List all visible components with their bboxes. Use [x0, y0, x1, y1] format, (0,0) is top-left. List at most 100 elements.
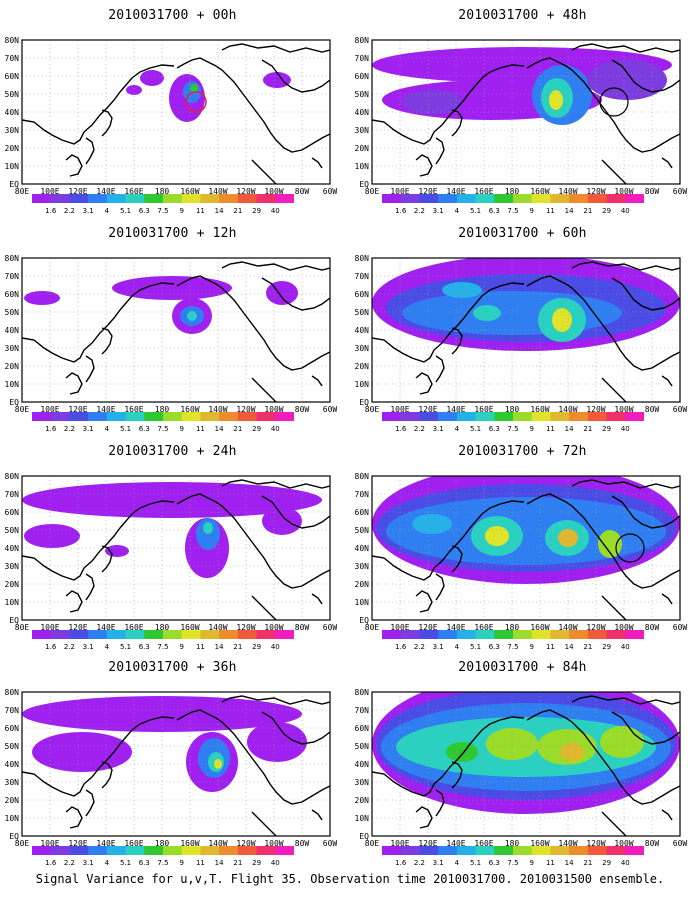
lat-tick-label: EQ	[9, 180, 19, 189]
colorbar-label: 11	[546, 425, 555, 433]
colorbar-swatch	[456, 846, 477, 855]
lon-tick-label: 120W	[586, 623, 605, 632]
lat-tick-label: 20N	[355, 580, 370, 589]
colorbar-label: 29	[602, 207, 611, 215]
lon-tick-label: 180	[505, 187, 520, 196]
lon-tick-label: 180	[505, 623, 520, 632]
colorbar-swatch	[569, 846, 589, 855]
colorbar-swatch	[256, 846, 276, 855]
variance-contour	[32, 732, 132, 772]
lon-tick-label: 80W	[295, 187, 310, 196]
lon-tick-label: 120W	[236, 405, 255, 414]
lon-tick-label: 180	[155, 187, 170, 196]
lat-tick-label: 70N	[5, 706, 20, 715]
colorbar-label: 6.3	[139, 207, 150, 215]
colorbar-label: 5.1	[120, 859, 131, 867]
lat-tick-label: 60N	[355, 72, 370, 81]
colorbar-swatch	[88, 846, 108, 855]
colorbar-label: 14	[565, 207, 574, 215]
colorbar-swatch	[237, 412, 258, 421]
colorbar-swatch	[88, 630, 108, 639]
variance-contour	[247, 722, 307, 762]
colorbar-swatch	[125, 846, 145, 855]
colorbar-swatch	[569, 630, 589, 639]
colorbar-swatch	[587, 412, 608, 421]
lat-tick-label: 70N	[355, 706, 370, 715]
colorbar-swatch	[550, 846, 570, 855]
colorbar-swatch	[456, 412, 477, 421]
lon-tick-label: 160E	[124, 839, 143, 848]
colorbar-swatch	[531, 846, 551, 855]
lat-tick-label: 10N	[355, 598, 370, 607]
lat-tick-label: 10N	[5, 380, 20, 389]
coastlines	[372, 479, 680, 620]
lon-tick-label: 60W	[323, 405, 338, 414]
lon-tick-label: 120W	[586, 839, 605, 848]
colorbar-swatch	[200, 412, 220, 421]
coastlines	[372, 695, 680, 836]
colorbar-swatch	[550, 194, 570, 203]
colorbar-swatch	[32, 846, 52, 855]
lon-tick-label: 160W	[530, 839, 549, 848]
colorbar-swatch	[219, 412, 239, 421]
lon-tick-label: 60W	[673, 187, 688, 196]
colorbar-label: 2.2	[414, 859, 425, 867]
colorbar-swatch	[256, 630, 276, 639]
colorbar-swatch	[456, 630, 477, 639]
lon-tick-label: 160E	[474, 405, 493, 414]
lon-tick-label: 100W	[614, 405, 633, 414]
colorbar: 1.6 2.2 3.1 4 5.1 6.3 7.5 9 11 14 21 29 40	[382, 194, 645, 216]
colorbar-label: 2.2	[414, 425, 425, 433]
lon-tick-label: 80E	[365, 405, 380, 414]
colorbar-label: 29	[252, 207, 261, 215]
colorbar-swatch	[419, 194, 439, 203]
variance-contour	[24, 524, 80, 548]
colorbar-label: 4	[105, 859, 110, 867]
colorbar-swatch	[163, 846, 183, 855]
lat-tick-label: 30N	[355, 344, 370, 353]
colorbar-label: 7.5	[157, 643, 168, 651]
map-plot: 80N 70N 60N 50N 40N 30N 20N 10N EQ 80E 100E 120E 140…	[355, 472, 688, 632]
verification-circle	[615, 533, 645, 563]
lon-tick-label: 140E	[96, 405, 115, 414]
colorbar-swatch	[513, 412, 533, 421]
colorbar-swatch	[88, 194, 108, 203]
lon-tick-label: 80W	[645, 623, 660, 632]
colorbar-label: 4	[455, 207, 460, 215]
lat-tick-label: 80N	[5, 472, 20, 481]
panel-title: 2010031700 + 84h	[458, 660, 587, 675]
lon-tick-label: 140W	[208, 187, 227, 196]
colorbar-swatch	[125, 194, 145, 203]
lon-tick-label: 140W	[558, 623, 577, 632]
colorbar-label: 14	[215, 425, 224, 433]
colorbar-label: 40	[621, 207, 630, 215]
lat-tick-label: 60N	[5, 290, 20, 299]
coastlines	[22, 261, 330, 402]
variance-contour	[187, 311, 197, 321]
map-plot: 80N 70N 60N 50N 40N 30N 20N 10N EQ 80E 100E 120E 140…	[355, 254, 688, 414]
colorbar-swatch	[438, 194, 458, 203]
colorbar-swatch	[32, 412, 52, 421]
lat-tick-label: 50N	[355, 308, 370, 317]
colorbar-swatch	[69, 194, 89, 203]
panel-title: 2010031700 + 12h	[108, 226, 237, 241]
colorbar-label: 21	[583, 643, 592, 651]
colorbar-swatch	[475, 630, 495, 639]
variance-contour	[262, 507, 302, 535]
lon-tick-label: 120W	[236, 839, 255, 848]
colorbar-swatch	[237, 630, 258, 639]
colorbar-swatch	[625, 630, 645, 639]
colorbar-swatch	[382, 194, 402, 203]
lon-tick-label: 180	[155, 839, 170, 848]
lat-tick-label: 60N	[5, 724, 20, 733]
colorbar-swatch	[550, 412, 570, 421]
colorbar: 1.6 2.2 3.1 4 5.1 6.3 7.5 9 11 14 21 29 40	[382, 412, 645, 434]
lat-tick-label: 50N	[5, 526, 20, 535]
colorbar-label: 1.6	[45, 859, 57, 867]
map-panel: 2010031700 + 84h 80N 70N 60N 50N 40N 30N 20N 10N…	[350, 660, 695, 875]
lon-tick-label: 140W	[558, 405, 577, 414]
lat-tick-label: 50N	[355, 742, 370, 751]
lat-tick-label: 80N	[5, 36, 20, 45]
colorbar-swatch	[513, 630, 533, 639]
colorbar-swatch	[275, 412, 295, 421]
